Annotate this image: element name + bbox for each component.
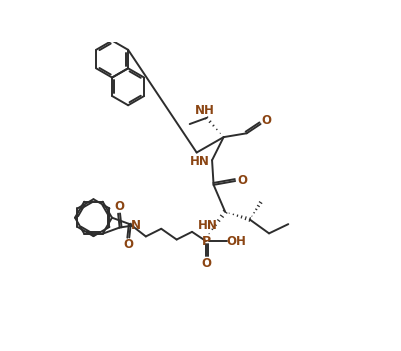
Text: HN: HN bbox=[198, 219, 217, 232]
Text: P: P bbox=[202, 234, 211, 247]
Text: O: O bbox=[123, 238, 133, 251]
Text: O: O bbox=[237, 174, 247, 187]
Text: N: N bbox=[131, 219, 141, 232]
Text: HN: HN bbox=[190, 155, 210, 168]
Text: O: O bbox=[262, 114, 272, 127]
Text: O: O bbox=[201, 257, 211, 270]
Text: NH: NH bbox=[195, 104, 215, 117]
Text: O: O bbox=[114, 200, 124, 213]
Text: OH: OH bbox=[227, 234, 247, 247]
